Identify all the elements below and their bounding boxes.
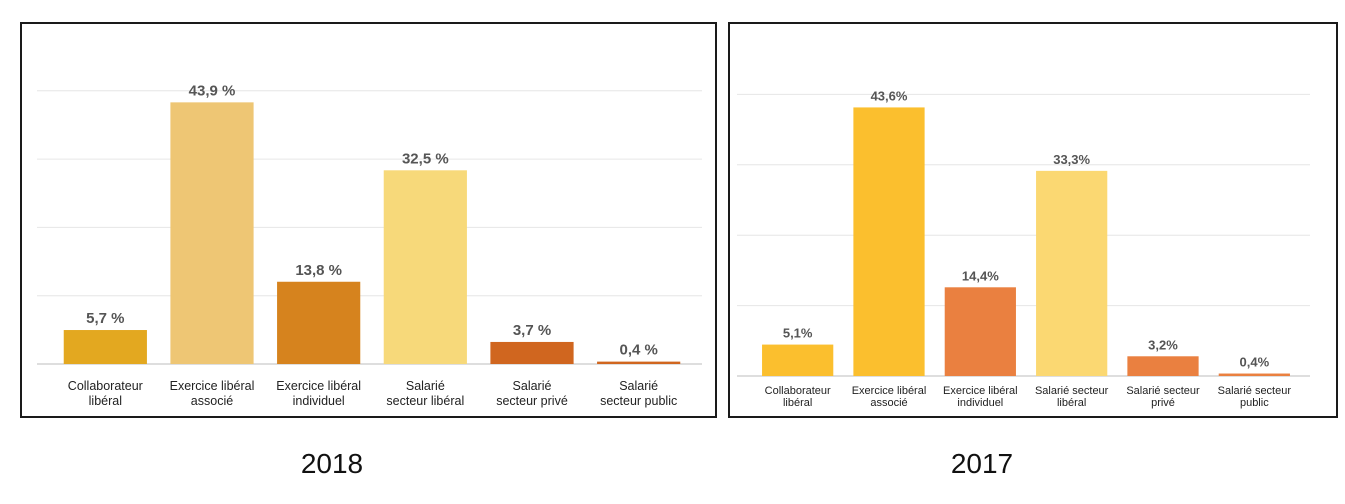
bar-chart-2017: 5,1% Collaborateur libéral 43,6% Exercice li… — [737, 88, 1310, 409]
category-label: Salarié secteur privé — [496, 379, 568, 408]
category-label: Salarié secteur public — [600, 379, 677, 408]
chart-caption-2018: 2018 — [300, 448, 364, 479]
category-label: Exercice libéral associé — [170, 379, 255, 408]
bar-0 — [762, 344, 834, 376]
bar-5 — [1218, 373, 1290, 376]
bar-1 — [170, 102, 254, 364]
value-label: 3,2% — [1148, 337, 1178, 352]
category-label: Exercice libéral associé — [852, 385, 927, 409]
bar-5 — [597, 361, 681, 364]
value-label: 14,4% — [962, 268, 999, 283]
bar-4 — [490, 341, 574, 364]
category-label: Collaborateur libéral — [68, 379, 143, 408]
category-label: Salarié secteur libéral — [1035, 385, 1109, 409]
chart-panel-2017: 5,1% Collaborateur libéral 43,6% Exercice li… — [728, 22, 1338, 418]
value-label: 32,5 % — [402, 150, 449, 167]
category-label: Collaborateur libéral — [765, 385, 831, 409]
category-label: Exercice libéral individuel — [943, 385, 1018, 409]
value-label: 43,6% — [871, 88, 908, 103]
bar-2 — [944, 287, 1016, 376]
value-label: 5,7 % — [86, 310, 124, 327]
value-label: 3,7 % — [513, 322, 551, 339]
bar-chart-2018: 5,7 % Collaborateur libéral 43,9 % Exercice … — [37, 82, 702, 408]
bar-4 — [1127, 356, 1199, 376]
chart-caption-2017: 2017 — [950, 448, 1014, 479]
bar-3 — [1036, 170, 1108, 376]
value-label: 13,8 % — [295, 262, 342, 279]
category-label: Salarié secteur libéral — [386, 379, 464, 408]
value-label: 33,3% — [1053, 152, 1090, 167]
category-label: Salarié secteur privé — [1126, 385, 1200, 409]
value-label: 5,1% — [783, 326, 813, 341]
bar-1 — [853, 107, 925, 376]
bar-0 — [63, 330, 147, 364]
value-label: 0,4 % — [619, 342, 657, 359]
chart-panel-2018: 5,7 % Collaborateur libéral 43,9 % Exercice … — [20, 22, 717, 418]
category-label: Exercice libéral individuel — [276, 379, 361, 408]
bar-2 — [277, 281, 361, 364]
category-label: Salarié secteur public — [1218, 385, 1292, 409]
bar-3 — [383, 170, 467, 364]
value-label: 0,4% — [1240, 355, 1270, 370]
value-label: 43,9 % — [189, 82, 236, 99]
